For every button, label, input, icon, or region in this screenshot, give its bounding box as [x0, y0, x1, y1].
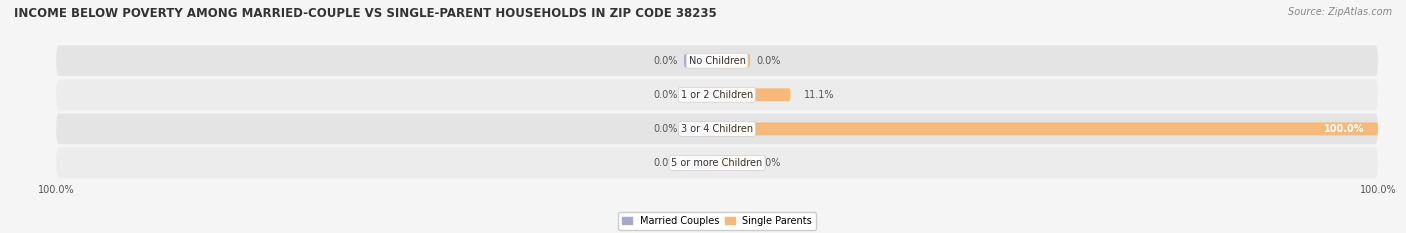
- Text: 0.0%: 0.0%: [652, 124, 678, 134]
- Text: INCOME BELOW POVERTY AMONG MARRIED-COUPLE VS SINGLE-PARENT HOUSEHOLDS IN ZIP COD: INCOME BELOW POVERTY AMONG MARRIED-COUPL…: [14, 7, 717, 20]
- FancyBboxPatch shape: [717, 88, 790, 101]
- Text: 3 or 4 Children: 3 or 4 Children: [681, 124, 754, 134]
- Text: 100.0%: 100.0%: [1324, 124, 1365, 134]
- FancyBboxPatch shape: [685, 88, 717, 101]
- FancyBboxPatch shape: [56, 113, 1378, 144]
- Text: 11.1%: 11.1%: [804, 90, 834, 100]
- Text: 0.0%: 0.0%: [652, 158, 678, 168]
- FancyBboxPatch shape: [56, 148, 1378, 178]
- FancyBboxPatch shape: [717, 54, 751, 67]
- FancyBboxPatch shape: [685, 122, 717, 135]
- Text: No Children: No Children: [689, 56, 745, 66]
- Text: 0.0%: 0.0%: [652, 56, 678, 66]
- FancyBboxPatch shape: [685, 157, 717, 169]
- Text: Source: ZipAtlas.com: Source: ZipAtlas.com: [1288, 7, 1392, 17]
- FancyBboxPatch shape: [56, 79, 1378, 110]
- Text: 5 or more Children: 5 or more Children: [672, 158, 762, 168]
- Legend: Married Couples, Single Parents: Married Couples, Single Parents: [619, 212, 815, 230]
- Text: 0.0%: 0.0%: [756, 158, 782, 168]
- FancyBboxPatch shape: [56, 45, 1378, 76]
- Text: 1 or 2 Children: 1 or 2 Children: [681, 90, 754, 100]
- FancyBboxPatch shape: [685, 54, 717, 67]
- Text: 0.0%: 0.0%: [652, 90, 678, 100]
- Text: 0.0%: 0.0%: [756, 56, 782, 66]
- FancyBboxPatch shape: [717, 157, 751, 169]
- FancyBboxPatch shape: [717, 122, 1378, 135]
